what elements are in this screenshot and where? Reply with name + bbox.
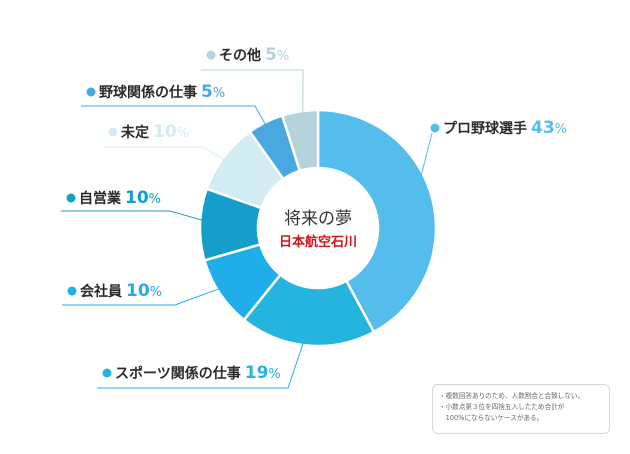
leader-line-self-employed	[61, 210, 220, 226]
slice-label-other: その他 5%	[219, 45, 289, 65]
leader-line-sports-job	[97, 326, 310, 389]
leader-line-other	[201, 69, 304, 131]
slice-label-self-employed: 自営業 10%	[79, 188, 161, 208]
pie-slice-pro-baseball	[316, 108, 438, 334]
footnote-line: ・小数点第３位を四捨五入したため合計が	[439, 403, 565, 411]
footnote-box: ・複数回答ありのため、人数割合と合致しない。 ・小数点第３位を四捨五入したため合…	[432, 384, 610, 434]
leader-line-pro-baseball	[413, 132, 433, 204]
slice-label-undecided: 未定 10%	[121, 122, 189, 142]
legend-dot-pro-baseball	[430, 123, 440, 133]
slice-label-sports-job: スポーツ関係の仕事 19%	[115, 363, 281, 383]
leader-line-baseball-job	[81, 105, 275, 140]
legend-dot-other	[206, 50, 216, 60]
footnote-line: ・複数回答ありのため、人数割合と合致しない。	[439, 392, 585, 400]
donut-hole	[258, 168, 378, 288]
slice-label-office-worker: 会社員 10%	[80, 281, 162, 301]
leader-lines	[61, 69, 433, 389]
legend-dot-baseball-job	[86, 87, 96, 97]
legend-dot-undecided	[108, 127, 118, 137]
slice-label-baseball-job: 野球関係の仕事 5%	[99, 82, 225, 102]
legend-dot-office-worker	[67, 286, 77, 296]
leader-line-undecided	[103, 146, 240, 169]
slice-labels: プロ野球選手 43% スポーツ関係の仕事 19% 会社員 10% 自営業 10% 未定 10% 野球…	[66, 45, 567, 383]
footnote-line: 100%にならないケースがある。	[439, 414, 544, 422]
legend-dot-self-employed	[66, 193, 76, 203]
chart-title: 将来の夢	[284, 209, 352, 229]
legend-dot-sports-job	[102, 368, 112, 378]
chart-subtitle: 日本航空石川	[279, 234, 357, 250]
slice-label-pro-baseball: プロ野球選手 43%	[443, 118, 567, 138]
leader-line-office-worker	[62, 282, 236, 306]
